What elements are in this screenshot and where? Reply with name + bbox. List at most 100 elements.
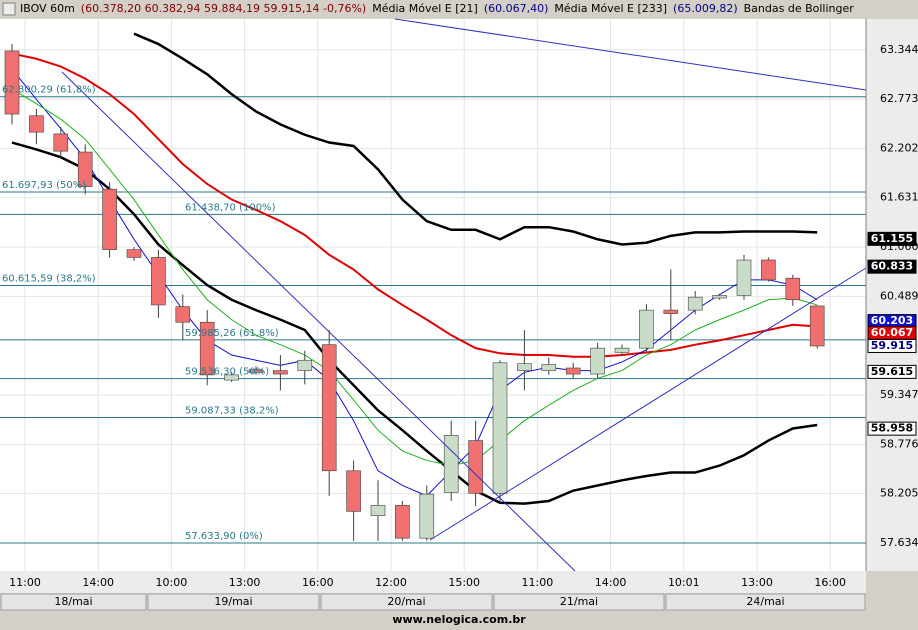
x-tick-label: 11:00 xyxy=(9,576,41,589)
candle-body xyxy=(346,470,361,512)
candle-body xyxy=(419,493,435,539)
day-cell xyxy=(665,593,866,611)
title-icon xyxy=(2,2,16,16)
candle-body xyxy=(273,370,288,375)
y-tick-label: 58.776 xyxy=(880,437,918,450)
level-label: 61.438,70 (100%) xyxy=(185,202,276,213)
price-badge-label: 60.203 xyxy=(871,314,913,327)
title-part: Bandas de Bollinger xyxy=(744,2,855,15)
candle-body xyxy=(53,133,69,152)
title-part: (60.067,40) xyxy=(484,2,549,15)
candle-body xyxy=(517,363,532,371)
price-badge-label: 61.155 xyxy=(871,232,913,245)
candle-body xyxy=(736,259,752,296)
y-tick-label: 62.202 xyxy=(880,141,918,154)
price-badge xyxy=(867,421,917,436)
day-cell xyxy=(320,593,493,611)
trend-line xyxy=(394,18,867,91)
day-label: 19/mai xyxy=(214,595,252,608)
candle-body xyxy=(370,505,386,517)
candle-body xyxy=(151,257,166,306)
title-part: (65.009,82) xyxy=(673,2,738,15)
y-tick-label: 59.347 xyxy=(880,388,918,401)
price-badge xyxy=(867,338,917,353)
price-badge-label: 60.067 xyxy=(871,326,913,339)
price-badge-label: 59.915 xyxy=(871,339,913,352)
candle-body xyxy=(663,309,679,314)
day-cell xyxy=(493,593,665,611)
price-badge xyxy=(867,364,917,379)
level-label: 62.800,29 (61,8%) xyxy=(2,85,96,96)
chart-title: IBOV 60m (60.378,20 60.382,94 59.884,19 5… xyxy=(20,2,854,15)
x-tick-label: 16:00 xyxy=(814,576,846,589)
candle-body xyxy=(175,306,191,323)
level-label: 59.536,30 (50%) xyxy=(185,367,269,378)
indicator-line xyxy=(11,68,818,497)
candle-body xyxy=(761,259,776,281)
level-label: 57.633,90 (0%) xyxy=(185,531,263,542)
footer: www.nelogica.com.br xyxy=(392,613,526,626)
day-label: 24/mai xyxy=(746,595,784,608)
y-tick-label: 58.205 xyxy=(880,487,918,500)
y-tick-label: 57.634 xyxy=(880,536,918,549)
day-label: 21/mai xyxy=(560,595,598,608)
indicator-line xyxy=(133,32,818,246)
candle-body xyxy=(4,50,20,115)
title-bar xyxy=(0,0,918,18)
x-tick-label: 16:00 xyxy=(302,576,334,589)
candle-body xyxy=(199,321,215,376)
price-badge-label: 60.833 xyxy=(871,260,913,273)
price-badge-label: 58.958 xyxy=(871,422,913,435)
price-badge-label: 59.615 xyxy=(871,365,913,378)
day-cell xyxy=(0,593,147,611)
x-axis-panel xyxy=(0,571,866,593)
level-label: 59.985,26 (61,8%) xyxy=(185,328,279,339)
plot-area xyxy=(0,19,866,571)
candle-body xyxy=(126,249,142,258)
x-tick-label: 10:00 xyxy=(156,576,188,589)
x-tick-label: 11:00 xyxy=(522,576,554,589)
x-tick-label: 14:00 xyxy=(595,576,627,589)
trend-line xyxy=(429,267,867,541)
candle-body xyxy=(77,151,93,187)
y-tick-label: 62.773 xyxy=(880,92,918,105)
candle-body xyxy=(785,277,801,301)
y-tick-label: 60.489 xyxy=(880,289,918,302)
x-tick-label: 13:00 xyxy=(229,576,261,589)
candle-body xyxy=(468,440,483,494)
x-tick-label: 10:01 xyxy=(668,576,700,589)
plot xyxy=(0,19,866,571)
candle-body xyxy=(712,295,727,299)
candle-body xyxy=(29,115,44,133)
candle-body xyxy=(809,305,825,347)
candle-body xyxy=(565,367,581,375)
candle-body xyxy=(443,435,459,493)
candle-body xyxy=(614,347,630,353)
candle-body xyxy=(639,309,654,349)
candle-body xyxy=(102,188,117,250)
y-axis-panel xyxy=(866,19,918,571)
level-label: 59.087,33 (38,2%) xyxy=(185,405,279,416)
indicator-line xyxy=(11,88,818,467)
candle-body xyxy=(321,344,337,472)
day-label: 18/mai xyxy=(54,595,92,608)
level-label: 60.615,59 (38,2%) xyxy=(2,273,96,284)
x-tick-label: 13:00 xyxy=(741,576,773,589)
candle-body xyxy=(224,374,239,381)
x-tick-label: 14:00 xyxy=(82,576,114,589)
title-part: Média Móvel E [233] xyxy=(554,2,667,15)
candle-body xyxy=(687,296,703,311)
title-part: IBOV 60m xyxy=(20,2,75,15)
candle-body xyxy=(395,505,410,539)
title-part: (60.378,20 60.382,94 59.884,19 59.915,14… xyxy=(81,2,366,15)
x-tick-label: 12:00 xyxy=(375,576,407,589)
candle-body xyxy=(541,364,557,371)
price-badge xyxy=(867,259,917,274)
y-tick-label: 61.631 xyxy=(880,191,918,204)
price-badge xyxy=(867,231,917,246)
indicator-line xyxy=(11,52,818,358)
candle-body xyxy=(248,369,264,373)
title-part: Média Móvel E [21] xyxy=(372,2,478,15)
x-tick-label: 15:00 xyxy=(448,576,480,589)
